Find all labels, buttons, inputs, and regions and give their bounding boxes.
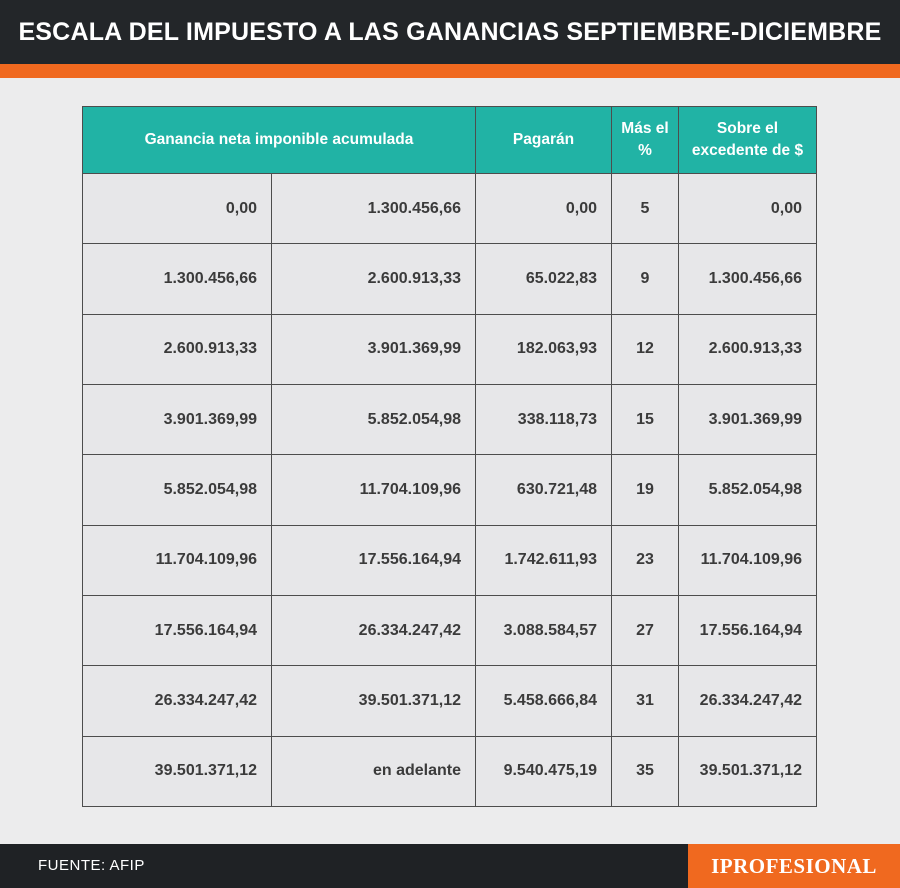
cell-pct: 9 <box>611 243 679 315</box>
cell-pct: 31 <box>611 665 679 737</box>
table-row: 0,00 1.300.456,66 0,00 5 0,00 <box>82 172 817 245</box>
cell-hasta: 2.600.913,33 <box>271 243 476 315</box>
cell-excedente: 3.901.369,99 <box>678 383 817 456</box>
cell-pct: 12 <box>611 313 679 385</box>
cell-pagaran: 338.118,73 <box>475 383 612 456</box>
header-pagaran: Pagarán <box>475 106 612 174</box>
table-row: 3.901.369,99 5.852.054,98 338.118,73 15 3.90… <box>82 383 817 456</box>
tax-scale-table: Ganancia neta imponible acumulada Pagará… <box>82 106 817 808</box>
cell-pagaran: 0,00 <box>475 172 612 245</box>
cell-pct: 35 <box>611 735 679 808</box>
cell-hasta: 26.334.247,42 <box>271 594 476 667</box>
header-ganancia: Ganancia neta imponible acumulada <box>82 106 476 174</box>
cell-excedente: 0,00 <box>678 172 817 245</box>
cell-excedente: 1.300.456,66 <box>678 243 817 315</box>
cell-pagaran: 630.721,48 <box>475 454 612 526</box>
cell-excedente: 39.501.371,12 <box>678 735 817 808</box>
table-row: 11.704.109,96 17.556.164,94 1.742.611,93 23… <box>82 524 817 596</box>
cell-desde: 2.600.913,33 <box>82 313 272 385</box>
cell-pagaran: 65.022,83 <box>475 243 612 315</box>
cell-pagaran: 3.088.584,57 <box>475 594 612 667</box>
cell-excedente: 5.852.054,98 <box>678 454 817 526</box>
footer-bar: FUENTE: AFIP IPROFESIONAL <box>0 844 900 888</box>
cell-excedente: 17.556.164,94 <box>678 594 817 667</box>
table-row: 26.334.247,42 39.501.371,12 5.458.666,84 31… <box>82 665 817 737</box>
cell-desde: 5.852.054,98 <box>82 454 272 526</box>
cell-hasta: 39.501.371,12 <box>271 665 476 737</box>
cell-pagaran: 1.742.611,93 <box>475 524 612 596</box>
cell-hasta: 3.901.369,99 <box>271 313 476 385</box>
accent-stripe <box>0 64 900 78</box>
cell-pct: 15 <box>611 383 679 456</box>
cell-pagaran: 9.540.475,19 <box>475 735 612 808</box>
cell-pagaran: 5.458.666,84 <box>475 665 612 737</box>
header-mas-el-pct: Más el % <box>611 106 679 174</box>
cell-desde: 11.704.109,96 <box>82 524 272 596</box>
table-row: 2.600.913,33 3.901.369,99 182.063,93 12 2.60… <box>82 313 817 385</box>
cell-hasta: 5.852.054,98 <box>271 383 476 456</box>
cell-desde: 3.901.369,99 <box>82 383 272 456</box>
cell-desde: 26.334.247,42 <box>82 665 272 737</box>
table-header-row: Ganancia neta imponible acumulada Pagará… <box>82 106 817 174</box>
cell-desde: 1.300.456,66 <box>82 243 272 315</box>
cell-hasta: 17.556.164,94 <box>271 524 476 596</box>
cell-pct: 5 <box>611 172 679 245</box>
brand-logo: IPROFESIONAL <box>688 844 900 888</box>
cell-pagaran: 182.063,93 <box>475 313 612 385</box>
cell-pct: 27 <box>611 594 679 667</box>
cell-excedente: 2.600.913,33 <box>678 313 817 385</box>
page-title: ESCALA DEL IMPUESTO A LAS GANANCIAS SEPT… <box>18 17 882 46</box>
cell-hasta: en adelante <box>271 735 476 808</box>
title-bar: ESCALA DEL IMPUESTO A LAS GANANCIAS SEPT… <box>0 0 900 64</box>
table-row: 1.300.456,66 2.600.913,33 65.022,83 9 1.300.… <box>82 243 817 315</box>
cell-desde: 39.501.371,12 <box>82 735 272 808</box>
cell-excedente: 26.334.247,42 <box>678 665 817 737</box>
cell-pct: 23 <box>611 524 679 596</box>
cell-desde: 0,00 <box>82 172 272 245</box>
table-row: 17.556.164,94 26.334.247,42 3.088.584,57 27… <box>82 594 817 667</box>
cell-pct: 19 <box>611 454 679 526</box>
cell-desde: 17.556.164,94 <box>82 594 272 667</box>
table-row: 5.852.054,98 11.704.109,96 630.721,48 19 5.8… <box>82 454 817 526</box>
cell-hasta: 11.704.109,96 <box>271 454 476 526</box>
header-sobre-excedente: Sobre el excedente de $ <box>678 106 817 174</box>
table-row: 39.501.371,12 en adelante 9.540.475,19 35 39… <box>82 735 817 808</box>
source-label: FUENTE: AFIP <box>38 857 145 874</box>
cell-hasta: 1.300.456,66 <box>271 172 476 245</box>
cell-excedente: 11.704.109,96 <box>678 524 817 596</box>
